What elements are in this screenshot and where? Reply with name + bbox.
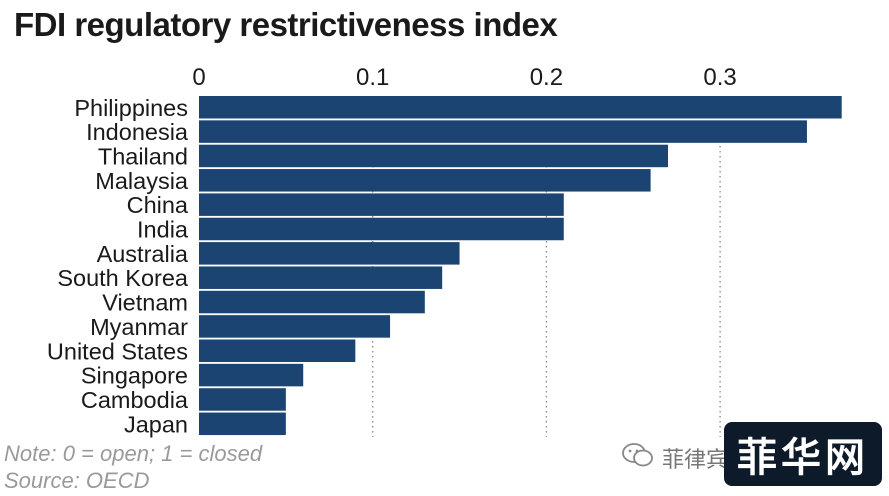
bar <box>199 388 286 411</box>
bar <box>199 193 564 216</box>
bar <box>199 242 460 265</box>
category-label: Myanmar <box>90 314 188 340</box>
category-label: India <box>137 217 189 243</box>
x-tick-label: 0.3 <box>703 64 736 91</box>
category-label: United States <box>47 338 188 364</box>
chart-note: Note: 0 = open; 1 = closed <box>4 441 263 466</box>
category-label: Japan <box>124 411 188 437</box>
bar <box>199 120 807 143</box>
category-label: Singapore <box>81 363 188 389</box>
category-label: Philippines <box>74 95 188 121</box>
chart-source: Source: OECD <box>4 468 150 493</box>
watermark-logo-text: 菲华网 <box>737 434 869 481</box>
category-label: Cambodia <box>81 387 189 413</box>
bar <box>199 266 443 289</box>
bar <box>199 96 842 119</box>
category-label: China <box>127 192 189 218</box>
chart-title: FDI regulatory restrictiveness index <box>14 6 558 43</box>
watermark-logo: 菲华网 <box>724 422 882 486</box>
watermark-faded-text: 菲律宾 <box>662 447 729 472</box>
watermark: 菲律宾 菲华网 <box>620 418 886 490</box>
bar <box>199 363 304 387</box>
category-label: Indonesia <box>86 119 189 145</box>
bar <box>199 339 356 362</box>
x-tick-label: 0.1 <box>356 64 389 91</box>
x-tick-label: 0 <box>192 64 205 91</box>
category-label: Malaysia <box>95 168 189 194</box>
category-label: Vietnam <box>102 290 188 316</box>
bar <box>199 412 286 436</box>
bar <box>199 315 391 338</box>
bar <box>199 169 651 192</box>
x-tick-label: 0.2 <box>530 64 563 91</box>
category-label: Australia <box>97 241 189 267</box>
bar <box>199 217 564 241</box>
bar <box>199 144 668 168</box>
wechat-icon <box>622 443 653 467</box>
category-label: South Korea <box>57 265 189 291</box>
category-label: Thailand <box>98 143 188 169</box>
bar <box>199 290 425 314</box>
